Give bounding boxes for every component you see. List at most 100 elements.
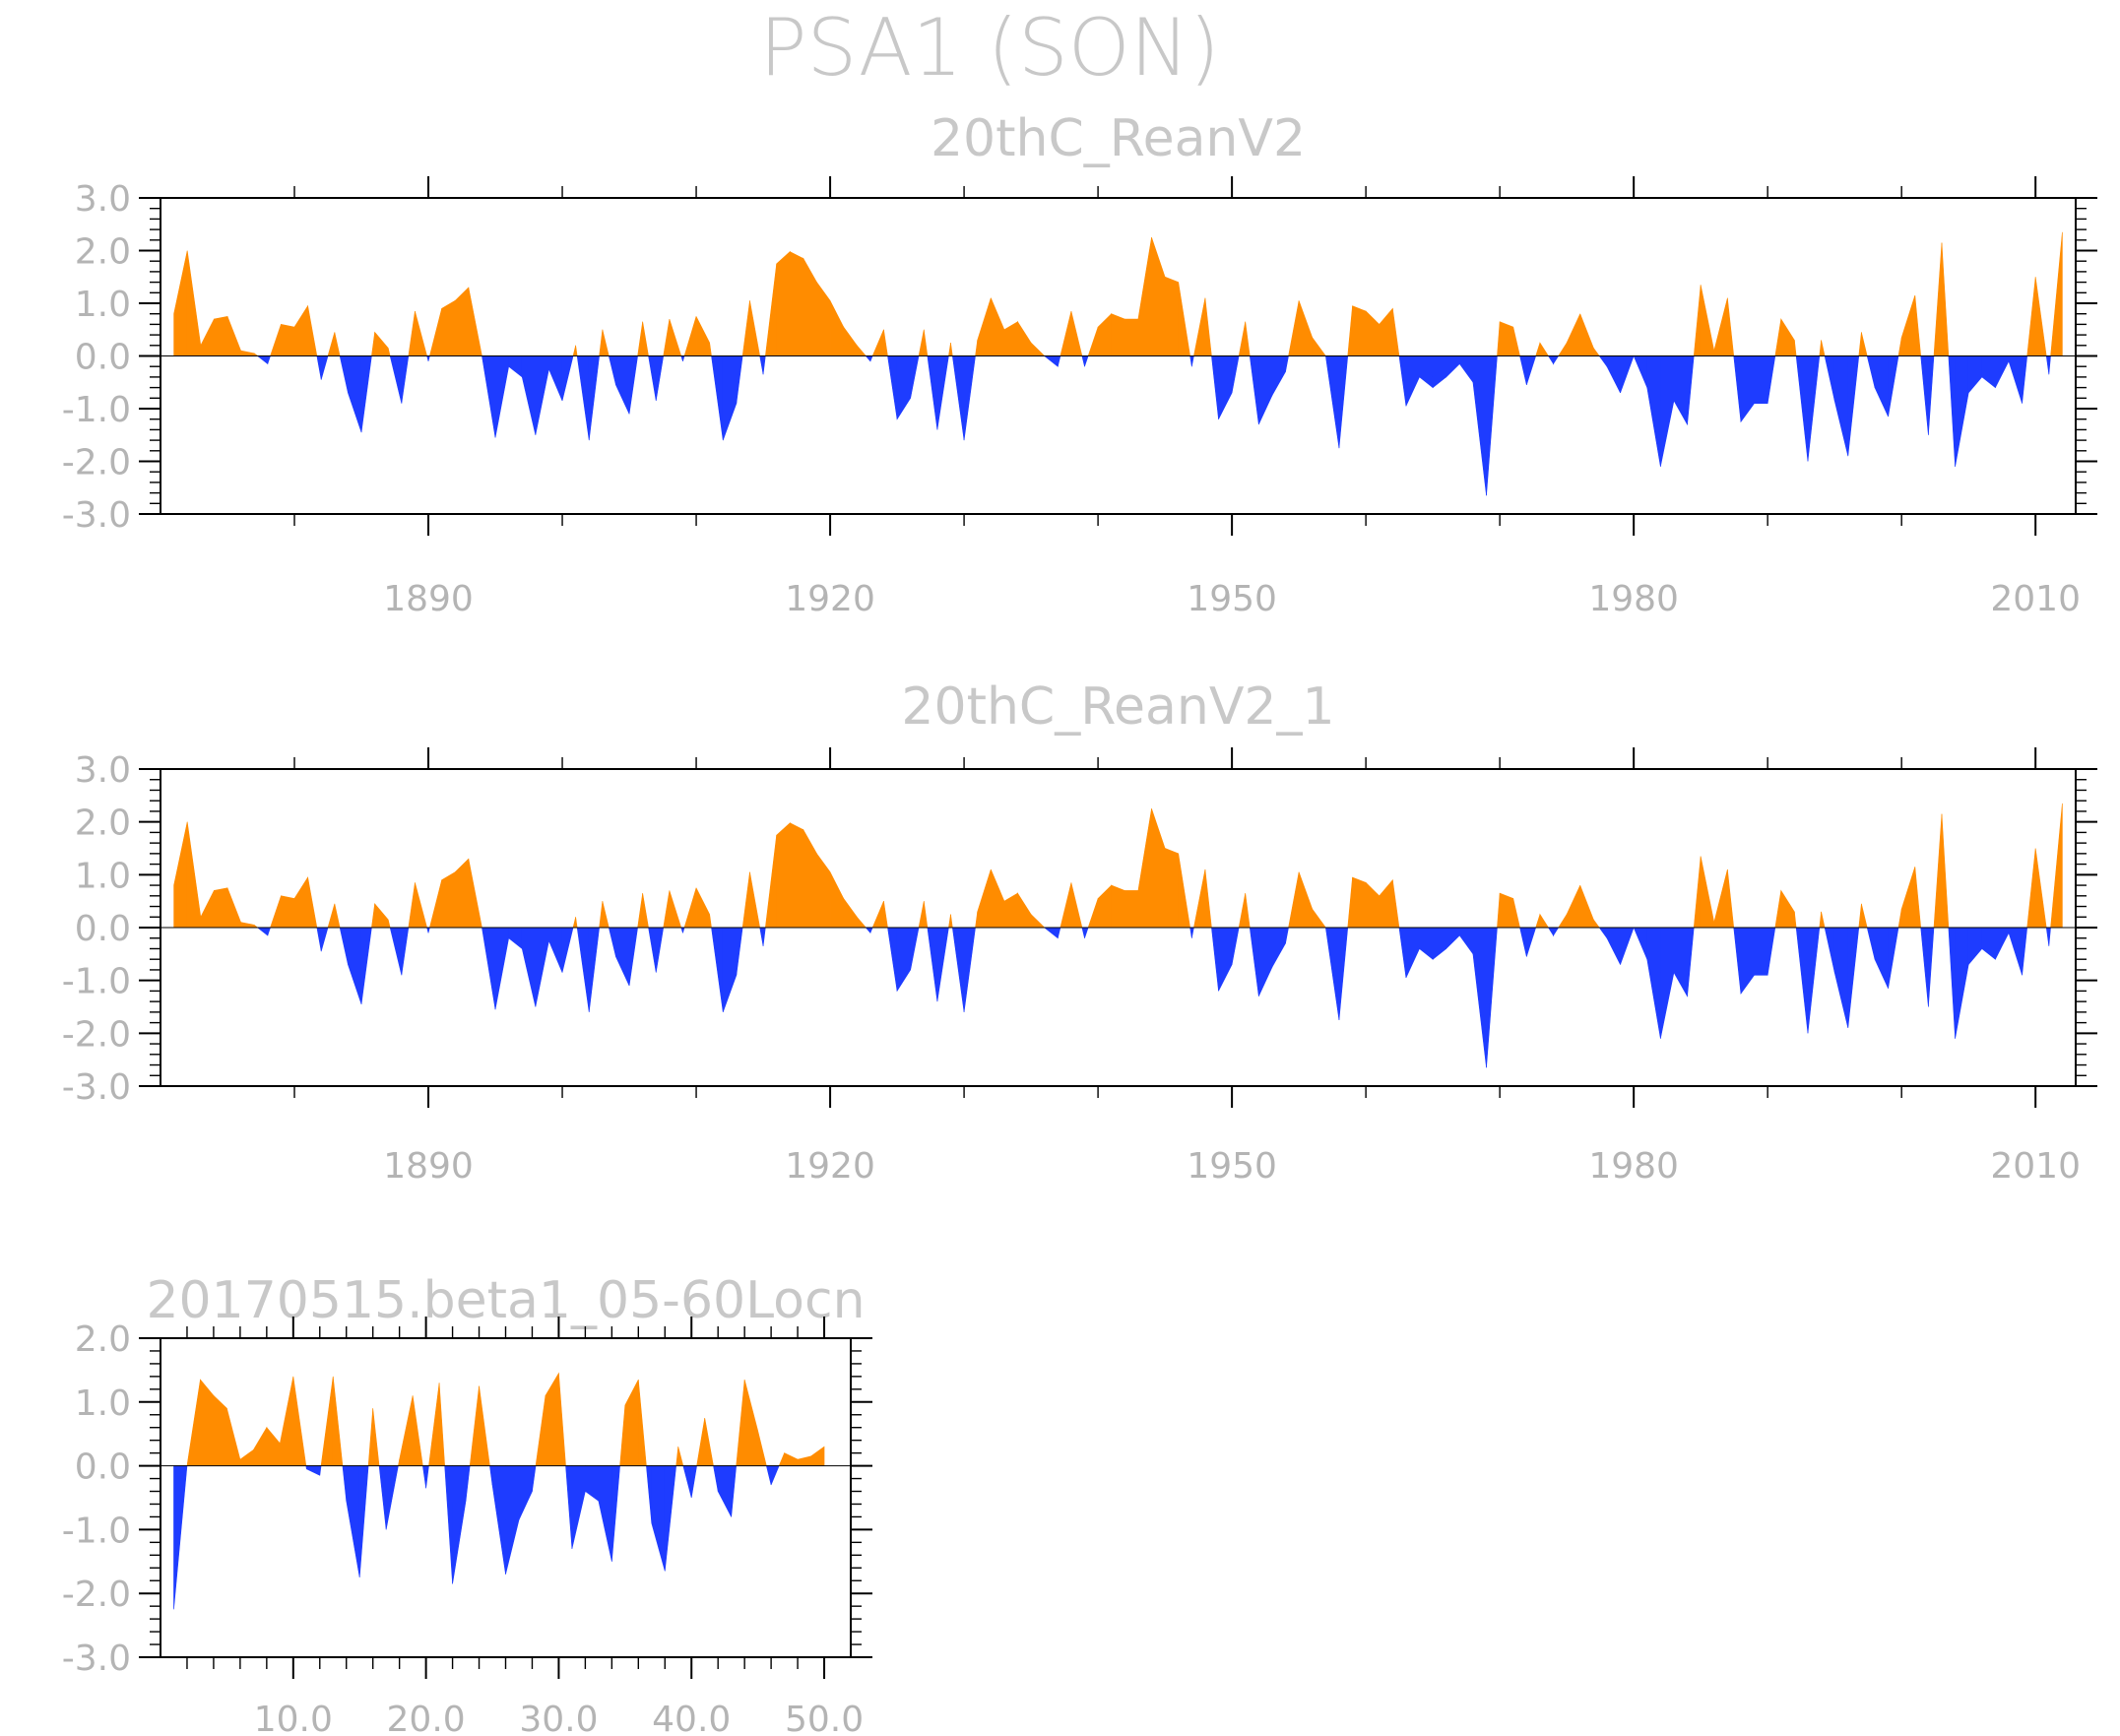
y-tick-label: -3.0 <box>62 495 131 536</box>
negative-area <box>1598 355 1608 368</box>
positive-area <box>226 316 241 356</box>
negative-area <box>585 1465 600 1502</box>
positive-area <box>372 1408 380 1466</box>
positive-area <box>843 897 858 929</box>
negative-area <box>1740 355 1755 423</box>
positive-area <box>784 1452 799 1466</box>
y-tick-label: 2.0 <box>75 804 131 844</box>
negative-area <box>2022 355 2028 404</box>
negative-area <box>319 1465 322 1476</box>
negative-area <box>1807 927 1821 1034</box>
negative-area <box>646 1465 653 1523</box>
negative-area <box>1795 927 1809 1034</box>
positive-area <box>1794 911 1797 929</box>
negative-area <box>1767 355 1776 404</box>
negative-area <box>1398 355 1407 407</box>
x-tick-label: 1980 <box>1588 1146 1679 1187</box>
positive-area <box>1017 892 1032 929</box>
negative-area <box>1833 355 1849 457</box>
negative-area <box>1432 355 1447 389</box>
y-tick-label: -3.0 <box>62 1067 131 1108</box>
negative-area <box>494 355 509 438</box>
negative-area <box>1687 355 1695 425</box>
negative-area <box>1081 927 1085 938</box>
positive-area <box>948 914 951 929</box>
negative-area <box>267 927 271 936</box>
negative-area <box>521 355 537 435</box>
y-tick-label: 0.0 <box>75 1447 131 1488</box>
positive-area <box>173 250 188 356</box>
positive-area <box>334 903 341 929</box>
positive-area <box>1204 868 1212 929</box>
positive-area <box>1204 297 1212 356</box>
positive-area <box>200 318 215 356</box>
positive-area <box>677 1447 684 1466</box>
negative-area <box>1920 355 1929 435</box>
negative-area <box>1620 927 1635 965</box>
negative-area <box>1646 927 1661 1039</box>
negative-area <box>256 927 269 936</box>
negative-area <box>2022 927 2028 976</box>
negative-area <box>1733 355 1742 422</box>
negative-area <box>535 355 549 435</box>
positive-area <box>602 329 610 356</box>
negative-area <box>1419 927 1434 960</box>
negative-area <box>1646 355 1661 467</box>
positive-area <box>1693 856 1702 929</box>
negative-area <box>358 1465 369 1578</box>
negative-area <box>869 927 873 933</box>
positive-area <box>1060 882 1072 929</box>
positive-area <box>213 1394 227 1466</box>
positive-area <box>374 903 389 929</box>
negative-area <box>342 1465 348 1502</box>
negative-area <box>1459 927 1474 955</box>
positive-area <box>1070 310 1083 356</box>
negative-area <box>1633 355 1648 388</box>
negative-area <box>1553 927 1560 937</box>
y-tick-label: 1.0 <box>75 1383 131 1424</box>
negative-area <box>936 927 949 1002</box>
positive-area <box>468 287 482 356</box>
negative-area <box>2048 355 2051 375</box>
positive-area <box>1003 321 1018 356</box>
positive-area <box>797 1455 811 1466</box>
negative-area <box>951 927 965 1012</box>
negative-area <box>1057 927 1061 938</box>
negative-area <box>427 927 430 933</box>
negative-area <box>1606 927 1621 965</box>
positive-area <box>1933 813 1943 929</box>
positive-area <box>1780 318 1795 356</box>
figure-title: PSA1 (SON) <box>759 2 1220 94</box>
positive-area <box>575 345 578 356</box>
negative-area <box>1967 927 1983 966</box>
negative-area <box>2008 355 2023 404</box>
positive-area <box>575 917 578 929</box>
negative-area <box>1519 927 1527 957</box>
negative-area <box>360 355 372 433</box>
negative-area <box>565 1465 573 1549</box>
negative-area <box>963 927 976 1012</box>
positive-area <box>741 300 750 356</box>
x-tick-label: 2010 <box>1990 579 2081 619</box>
negative-area <box>927 355 938 430</box>
positive-area <box>950 343 953 356</box>
negative-area <box>1526 927 1537 957</box>
negative-area <box>1231 355 1240 394</box>
positive-area <box>709 343 712 356</box>
negative-area <box>1081 355 1085 367</box>
negative-area <box>1191 355 1194 367</box>
positive-area <box>1312 908 1326 929</box>
positive-area <box>883 901 888 929</box>
y-tick-label: -3.0 <box>62 1639 131 1679</box>
positive-area <box>1392 879 1400 929</box>
negative-area <box>1598 927 1608 939</box>
x-tick-label: 1950 <box>1187 579 1277 619</box>
negative-area <box>722 355 738 441</box>
negative-area <box>664 1465 677 1572</box>
positive-area <box>412 1395 423 1466</box>
positive-area <box>856 344 867 356</box>
negative-area <box>1847 927 1860 1028</box>
negative-area <box>1338 355 1349 449</box>
negative-area <box>378 1465 387 1530</box>
positive-area <box>1379 307 1393 356</box>
